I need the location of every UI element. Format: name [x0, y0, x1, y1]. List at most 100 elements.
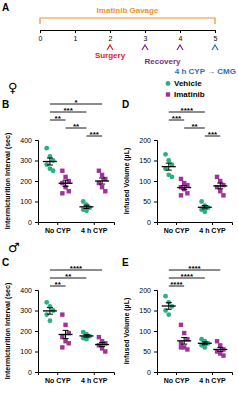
- data-point: [218, 343, 222, 347]
- tick-label: 100: [139, 328, 151, 335]
- data-point: [60, 312, 64, 316]
- tick-label: 4 h CYP: [199, 377, 226, 384]
- data-point: [67, 341, 71, 345]
- data-point: [100, 173, 104, 177]
- tick-label: 50: [143, 198, 151, 205]
- axis-line: [158, 373, 233, 376]
- significance-label: ****: [170, 280, 183, 289]
- data-point: [218, 189, 222, 193]
- data-point: [63, 175, 67, 179]
- tick-label: 150: [139, 307, 151, 314]
- tick-label: 5: [214, 35, 218, 42]
- figure: AImatinib Gavage012345SurgeryRecovery4 h…: [0, 0, 238, 400]
- mean-line: [79, 335, 93, 336]
- tick-label: 300: [20, 307, 32, 314]
- tick-mark: [35, 331, 38, 332]
- axis-line: [154, 291, 158, 373]
- legend-label: Vehicle: [174, 79, 202, 88]
- tick-label: 50: [143, 348, 151, 355]
- tick: No CYP: [45, 372, 71, 384]
- chart-panel: C0100200300400No CYP4 h CYPIntermicturit…: [2, 257, 115, 384]
- chart-panel: D050100150200No CYP4 h CYPInfused Volume…: [122, 99, 233, 234]
- data-point: [51, 158, 56, 163]
- tick: 200: [20, 178, 38, 185]
- tick-label: 100: [20, 198, 32, 205]
- tick: 4: [179, 30, 183, 42]
- marks: [162, 152, 227, 214]
- data-point: [202, 209, 207, 214]
- significance-label: ***: [64, 106, 74, 115]
- data-point: [100, 185, 104, 189]
- tick-mark: [35, 161, 38, 162]
- tick-label: 200: [139, 287, 151, 294]
- tick-mark: [180, 30, 181, 33]
- x-axis: No CYP 4 h CYP: [39, 372, 115, 384]
- data-point: [185, 347, 189, 351]
- data-point: [60, 169, 64, 173]
- tick: 0: [147, 219, 157, 226]
- data-point: [48, 318, 53, 323]
- axis-line: [39, 373, 115, 376]
- event-label: Recovery: [144, 57, 181, 66]
- error-bar: [166, 163, 172, 170]
- chart-panel: E050100150200No CYP4 h CYPInfused Volume…: [122, 257, 233, 384]
- tick: 2: [109, 30, 113, 42]
- tick: 100: [20, 348, 38, 355]
- error-bar: [166, 303, 172, 310]
- error-bar: [99, 178, 105, 184]
- tick: 50: [143, 198, 157, 205]
- mean-line: [198, 343, 212, 344]
- data-point: [179, 193, 183, 197]
- tick: 3: [144, 30, 148, 42]
- timeline-bracket: [40, 18, 215, 24]
- tick: 400: [20, 287, 38, 294]
- axis-line: [35, 141, 39, 223]
- tick: 4 h CYP: [81, 372, 108, 384]
- tick-label: 200: [139, 137, 151, 144]
- tick-label: 400: [20, 287, 32, 294]
- data-point: [215, 175, 219, 179]
- y-axis: 0 50 100 150 200: [139, 287, 157, 376]
- tick: 1: [74, 30, 78, 42]
- data-point: [221, 353, 225, 357]
- error-bar: [217, 183, 223, 189]
- data-point: [218, 179, 222, 183]
- tick: 4 h CYP: [199, 222, 226, 234]
- data-point: [84, 208, 89, 213]
- error-bar: [63, 330, 69, 338]
- tick: 50: [143, 348, 157, 355]
- tick-label: 100: [139, 178, 151, 185]
- significance-label: **: [55, 280, 62, 289]
- tick-mark: [35, 140, 38, 141]
- y-axis-title: Infused Volume (µL): [123, 298, 131, 365]
- data-point: [103, 349, 107, 353]
- tick: 0: [147, 369, 157, 376]
- tick-mark: [75, 30, 76, 33]
- tick-label: 300: [20, 157, 32, 164]
- chart-panel: B0100200300400No CYP4 h CYPIntermicturit…: [2, 98, 115, 234]
- tick-label: 150: [139, 157, 151, 164]
- tick-mark: [57, 222, 58, 225]
- data-point: [67, 189, 71, 193]
- tick: 4 h CYP: [199, 372, 226, 384]
- data-point: [199, 199, 204, 204]
- significance-label: **: [55, 114, 62, 123]
- error-bar: [63, 180, 69, 186]
- tick-label: 200: [20, 328, 32, 335]
- data-point: [44, 300, 49, 305]
- y-axis-title: Intermicturition Interval (sec): [4, 133, 12, 229]
- y-axis-title: Intermicturition Interval (sec): [4, 283, 12, 379]
- axis-line: [41, 31, 216, 34]
- significance-label: **: [65, 272, 72, 281]
- tick-mark: [176, 222, 177, 225]
- data-point: [44, 146, 49, 151]
- significance-label: ***: [172, 114, 182, 123]
- axis-line: [154, 141, 158, 223]
- y-axis: 0100200300400: [20, 287, 38, 376]
- tick-mark: [94, 372, 95, 375]
- tick-label: 2: [109, 35, 113, 42]
- data-point: [166, 312, 171, 317]
- tick: 300: [20, 157, 38, 164]
- tick-mark: [154, 331, 157, 332]
- error-bar: [83, 205, 89, 208]
